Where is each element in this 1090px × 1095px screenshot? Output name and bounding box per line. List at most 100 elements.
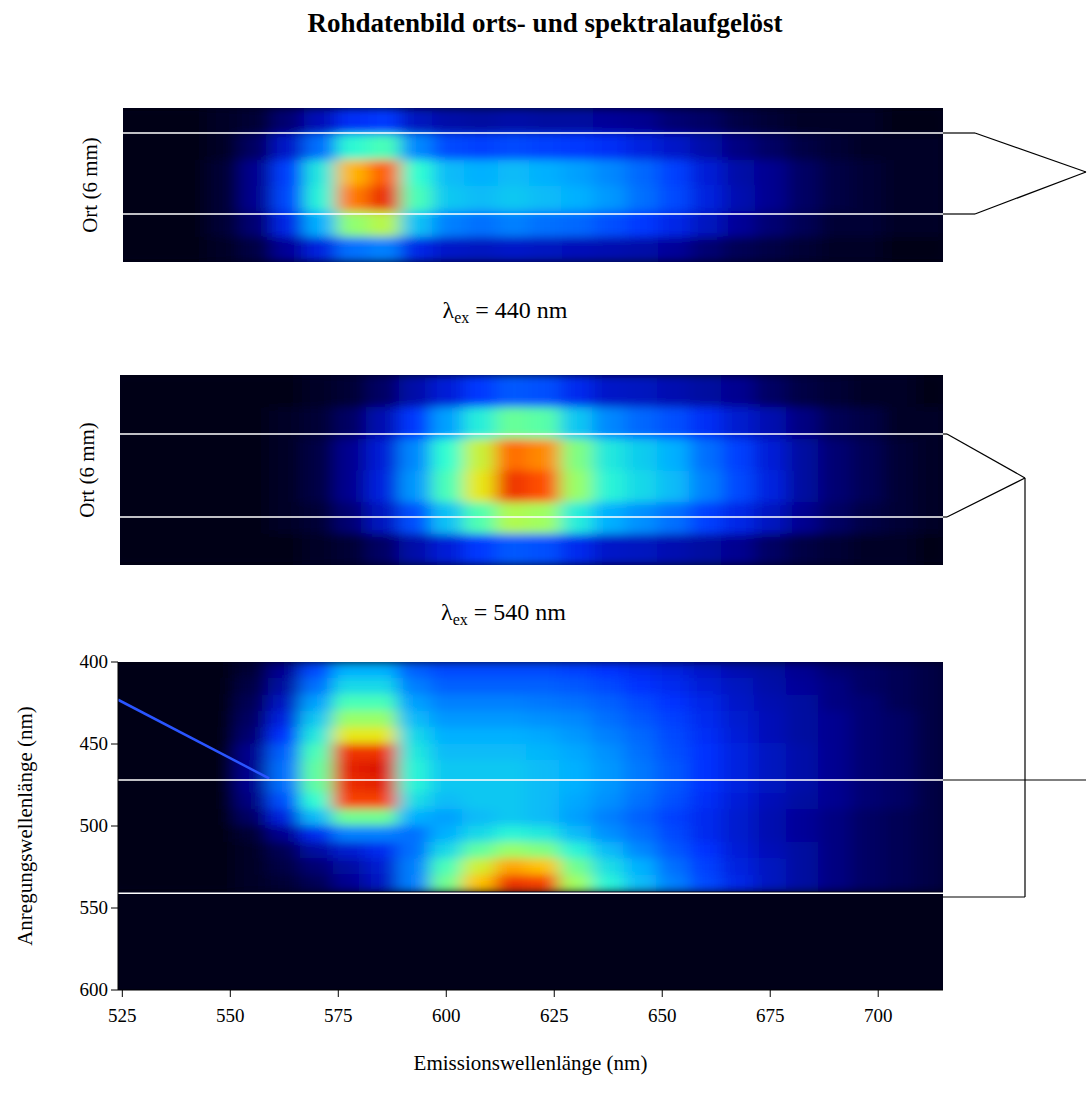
heat-cell [787, 236, 820, 262]
heat-cell [268, 694, 301, 711]
heat-cell [916, 760, 943, 777]
heat-cell [818, 711, 851, 728]
heat-cell [818, 727, 851, 744]
heat-cell [332, 760, 365, 777]
heat-cell [754, 875, 787, 892]
heat-cell [658, 236, 691, 262]
heat-cell [170, 678, 203, 695]
heat-cell [624, 727, 657, 744]
heat-cell [722, 533, 755, 565]
heat-cell [527, 793, 560, 810]
connector [943, 213, 975, 214]
heat-cell [561, 133, 594, 160]
heat-cell [689, 470, 722, 503]
heat-cell [304, 159, 337, 186]
heat-cell [626, 133, 659, 160]
heat-cell [754, 776, 787, 793]
heat-cell [465, 159, 498, 186]
heat-cell [657, 438, 690, 471]
connector [975, 172, 1086, 214]
heat-cell [624, 662, 657, 679]
heat-cell [786, 809, 819, 826]
heat-cell [722, 108, 755, 134]
y-tick [111, 908, 118, 909]
heat-cell [431, 438, 464, 471]
x-tick [446, 990, 447, 997]
heat-cell [818, 842, 851, 859]
heat-cell [300, 662, 333, 679]
heat-cell [138, 760, 171, 777]
heat-cell [883, 470, 916, 503]
heat-cell [268, 744, 301, 761]
heat-cell [397, 809, 430, 826]
heat-cell [755, 159, 788, 186]
heat-cell [332, 809, 365, 826]
heat-cell [300, 875, 333, 892]
heat-cell [916, 533, 943, 565]
heat-cell [656, 694, 689, 711]
heat-cell [366, 438, 399, 471]
annotation: λex = 440 nm [443, 297, 568, 326]
heat-cell [851, 727, 884, 744]
heat-cell [365, 711, 398, 728]
heat-cell [304, 133, 337, 160]
heat-cell [529, 108, 562, 134]
x-tick-label: 700 [864, 1005, 893, 1026]
heat-cell [123, 185, 144, 212]
heat-cell [561, 236, 594, 262]
annotation: λex = 540 nm [441, 599, 566, 628]
heat-cell [527, 858, 560, 875]
heat-cell [755, 185, 788, 212]
heat-cell [656, 858, 689, 875]
heat-cell [494, 875, 527, 892]
heat-cell [268, 875, 301, 892]
heat-cell [203, 875, 236, 892]
heat-cell [528, 438, 561, 471]
heat-cell [397, 694, 430, 711]
heat-cell [916, 776, 943, 793]
heat-cell [883, 744, 916, 761]
heat-cell [786, 711, 819, 728]
y-tick-label: 500 [80, 815, 109, 836]
heat-cell [529, 185, 562, 212]
heat-cell [235, 842, 268, 859]
heat-cell [527, 662, 560, 679]
heat-cell [336, 133, 369, 160]
heat-cell [235, 809, 268, 826]
heat-cell [818, 694, 851, 711]
heat-cell [787, 159, 820, 186]
heat-cell [203, 711, 236, 728]
heat-cell [332, 842, 365, 859]
heat-cell [559, 678, 592, 695]
heat-cell [592, 711, 625, 728]
heat-cell [207, 236, 240, 262]
x-axis-title: Emissionswellenlänge (nm) [414, 1051, 648, 1075]
heat-cell [690, 133, 723, 160]
heat-cell [365, 858, 398, 875]
heat-cell [430, 711, 463, 728]
heat-cell [786, 678, 819, 695]
heat-cell [118, 678, 139, 695]
heat-cell [658, 185, 691, 212]
heat-cell [656, 711, 689, 728]
heat-cell [269, 533, 302, 565]
heat-cell [203, 727, 236, 744]
y-axis-title: Anregungswellenlänge (nm) [13, 706, 37, 946]
heat-cell [689, 809, 722, 826]
heat-cell [300, 727, 333, 744]
heat-cell [140, 533, 173, 565]
heat-cell [819, 236, 852, 262]
heat-cell [463, 470, 496, 503]
heat-cell [332, 727, 365, 744]
heat-cell [336, 159, 369, 186]
heat-cell [851, 842, 884, 859]
heat-cell [818, 776, 851, 793]
heat-cell [300, 826, 333, 843]
heat-cell [143, 185, 176, 212]
heat-cell [559, 694, 592, 711]
heat-cell [268, 678, 301, 695]
x-tick-label: 575 [324, 1005, 353, 1026]
heat-cell [462, 744, 495, 761]
heat-cell [494, 727, 527, 744]
heat-cell [916, 470, 943, 503]
